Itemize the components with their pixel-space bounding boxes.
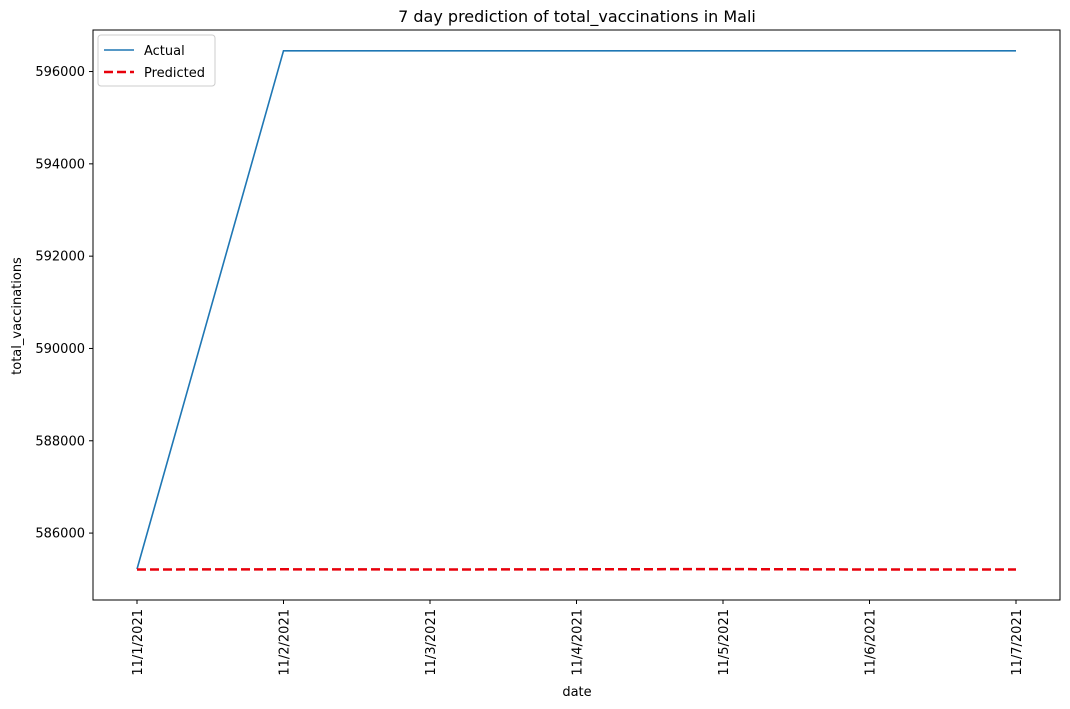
chart-title: 7 day prediction of total_vaccinations i…: [398, 7, 756, 27]
x-tick-label: 11/3/2021: [424, 609, 439, 676]
y-axis-title: total_vaccinations: [10, 257, 25, 375]
x-axis: 11/1/2021 11/2/2021 11/3/2021 11/4/2021 11/5…: [131, 600, 1025, 676]
legend-label-predicted: Predicted: [144, 66, 205, 81]
series-line-actual: [136, 49, 1016, 570]
x-tick-label: 11/6/2021: [864, 609, 879, 676]
legend-box: [97, 34, 216, 87]
x-tick-label: 11/2/2021: [278, 609, 293, 676]
legend-label-actual: Actual: [144, 44, 185, 59]
y-tick-label: 590000: [35, 342, 85, 357]
x-axis-title: date: [562, 685, 591, 700]
x-tick-label: 11/1/2021: [131, 609, 146, 676]
legend: Actual Predicted: [97, 34, 216, 87]
y-tick-label: 592000: [35, 250, 85, 265]
y-axis: 586000 588000 590000 592000 594000 596000: [35, 65, 93, 542]
x-tick-label: 11/7/2021: [1010, 609, 1025, 676]
series-layer: [136, 49, 1016, 571]
x-tick-label: 11/4/2021: [571, 609, 586, 676]
x-tick-label: 11/5/2021: [717, 609, 732, 676]
y-tick-label: 596000: [35, 65, 85, 80]
y-tick-label: 594000: [35, 157, 85, 172]
y-tick-label: 586000: [35, 527, 85, 542]
y-tick-label: 588000: [35, 434, 85, 449]
plot-area-frame: [92, 29, 1061, 601]
